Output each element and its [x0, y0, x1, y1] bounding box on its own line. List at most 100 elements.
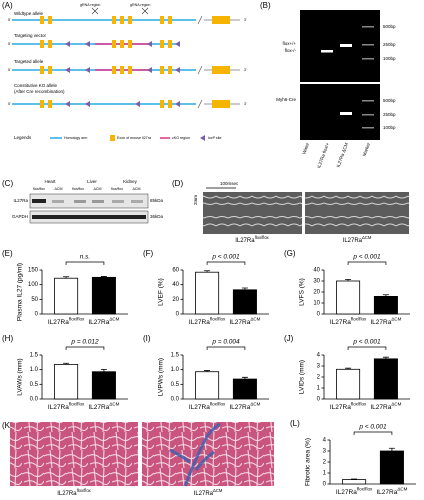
y-axis-label: Plasma IL27 (pg/ml) [17, 263, 24, 321]
significance-label: p = 0.004 [211, 339, 240, 346]
marker-label: 250bp [383, 42, 396, 47]
caption: IL27RaΔCM [370, 317, 401, 326]
loxp [85, 41, 90, 47]
lane-label: flox/flox [111, 187, 123, 191]
bar [379, 450, 404, 485]
histology-image [142, 422, 274, 486]
y-axis-label: LVEF (%) [158, 278, 165, 306]
y-tick-label: 3 [317, 364, 321, 370]
caption-base: IL27Ra [229, 404, 250, 411]
exon [168, 66, 172, 74]
bar [54, 363, 79, 400]
bar [91, 276, 116, 315]
exon [212, 16, 230, 24]
lane-label: ΔCM [94, 187, 102, 191]
caption: IL27RaΔCM [194, 488, 223, 497]
grna-mark [141, 7, 149, 15]
y-tick-label: 0.5 [30, 382, 39, 388]
loxp [147, 41, 152, 47]
legend-entry: cKO region [172, 136, 190, 140]
loxp [175, 101, 180, 107]
y-tick-label: 4 [317, 353, 321, 359]
row-label: GAPDH [12, 214, 28, 219]
panel-label: (F) [143, 249, 154, 258]
panel-label: (I) [143, 334, 151, 343]
caption-base: IL27Ra [57, 491, 77, 497]
bar [232, 378, 257, 400]
histology-image [10, 422, 138, 486]
y-tick-label: 30 [313, 279, 320, 285]
caption-base: IL27Ra [343, 238, 363, 244]
exon [48, 16, 52, 24]
y-tick-label: 2 [317, 375, 321, 381]
exon [128, 16, 132, 24]
end-label: 3' [244, 102, 247, 106]
exon [40, 40, 44, 48]
exon [160, 100, 164, 108]
lane-label: ΔCM [133, 187, 141, 191]
caption-base: IL27Ra [370, 404, 391, 411]
exon [48, 100, 52, 108]
significance-bracket [353, 431, 393, 435]
loxp [147, 67, 152, 73]
error-bar [345, 278, 352, 281]
caption-base: IL27Ra [48, 404, 69, 411]
bar [195, 271, 220, 315]
bar [336, 280, 361, 315]
significance-bracket [347, 261, 387, 265]
y-tick-label: 0 [317, 312, 321, 318]
y-tick-label: 20 [172, 297, 179, 303]
loxp [85, 101, 90, 107]
caption-sup: flox/flox [351, 317, 367, 322]
error-bar [241, 287, 248, 290]
time-scale: 100msec [220, 181, 239, 186]
exon [128, 66, 132, 74]
loxp [65, 67, 70, 73]
end-label: 5' [8, 68, 11, 72]
band [340, 112, 352, 115]
band [340, 44, 352, 47]
size-label: 36kDa [150, 214, 164, 219]
significance-bracket [65, 346, 105, 350]
gel-label: flox+/+ [282, 41, 296, 46]
band [362, 114, 374, 116]
band [131, 200, 143, 203]
caption-sup: flox/flox [210, 402, 226, 407]
caption-sup: ΔCM [397, 487, 407, 492]
y-tick-label: 50 [31, 297, 38, 303]
panel-label: (A) [2, 1, 13, 10]
band [112, 200, 124, 203]
caption-base: IL27Ra [336, 489, 357, 496]
band [362, 100, 374, 102]
significance-label: p < 0.001 [358, 424, 387, 431]
y-tick-label: 0.5 [171, 382, 180, 388]
y-tick-label: 2 [323, 460, 327, 466]
y-tick-label: 10 [313, 301, 320, 307]
caption-base: IL27Ra [229, 319, 250, 326]
legend-swatch [110, 135, 115, 141]
y-tick-label: 1 [323, 471, 327, 477]
caption-base: IL27Ra [370, 319, 391, 326]
lane-label: flox/flox [72, 187, 84, 191]
break [197, 65, 203, 75]
error-bar [345, 367, 352, 370]
caption-base: IL27Ra [330, 404, 351, 411]
significance-label: p = 0.012 [70, 339, 99, 346]
depth-scale: 2mm [193, 195, 198, 205]
bar [232, 289, 257, 315]
y-tick-label: 0 [176, 312, 180, 318]
error-bar [100, 368, 107, 372]
exon [160, 16, 164, 24]
exon [48, 40, 52, 48]
exon [120, 66, 124, 74]
blot-il27ra [29, 193, 149, 209]
caption-sup: ΔCM [391, 402, 401, 407]
exon [168, 100, 172, 108]
panel-label: (B) [260, 1, 271, 10]
y-tick-label: 0 [323, 482, 327, 488]
panel-label: (D) [172, 179, 183, 188]
error-bar [382, 356, 389, 359]
exon [168, 40, 172, 48]
caption: IL27RaΔCM [88, 317, 119, 326]
